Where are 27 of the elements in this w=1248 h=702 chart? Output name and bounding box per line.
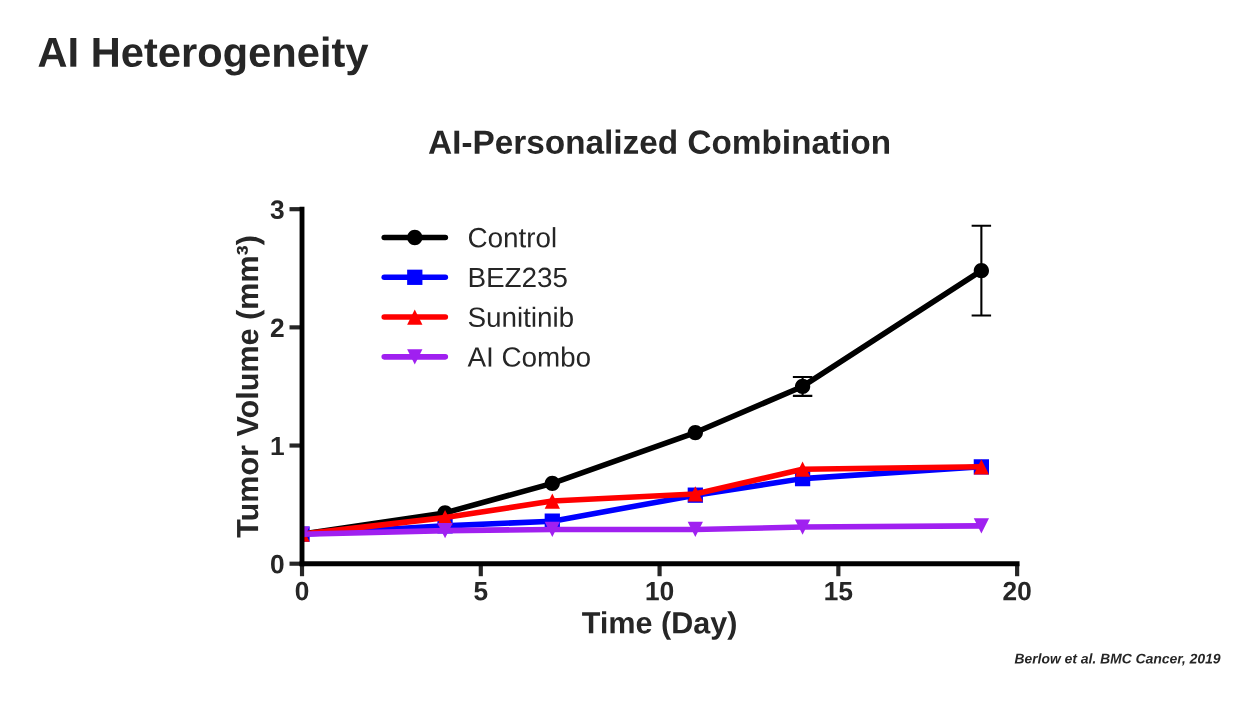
y-tick-label: 1 <box>271 436 284 456</box>
point <box>544 475 560 491</box>
point <box>794 461 811 477</box>
legend-label: AI Combo <box>467 346 590 367</box>
point <box>437 522 453 539</box>
y-tick-label: 0 <box>271 554 284 574</box>
x-tick-label: 5 <box>474 582 488 601</box>
legend-label: Sunitinib <box>468 306 573 328</box>
legend-label: Control <box>468 227 556 248</box>
x-tick-label: 10 <box>646 581 674 601</box>
point <box>544 493 560 509</box>
x-tick-label: 0 <box>295 581 309 601</box>
x-tick-label: 20 <box>1003 581 1031 601</box>
chart-title: AI Heterogeneity <box>38 36 369 76</box>
point <box>687 521 703 538</box>
legend-label: BEZ235 <box>469 267 567 288</box>
point <box>794 519 811 535</box>
y-tick-label: 3 <box>270 200 284 220</box>
point <box>687 424 703 441</box>
text: Berlow et al. BMC Cancer, 2019 <box>1014 653 1221 666</box>
y-axis-title: Tumor Volume (mm³) <box>235 236 265 538</box>
x-axis-title: Time (Day) <box>582 611 736 640</box>
x-tick-label: 15 <box>825 582 853 601</box>
point <box>973 518 989 534</box>
y-tick-label: 2 <box>270 318 284 337</box>
chart-subtitle: AI-Personalized Combination <box>428 129 890 154</box>
point <box>544 521 560 538</box>
